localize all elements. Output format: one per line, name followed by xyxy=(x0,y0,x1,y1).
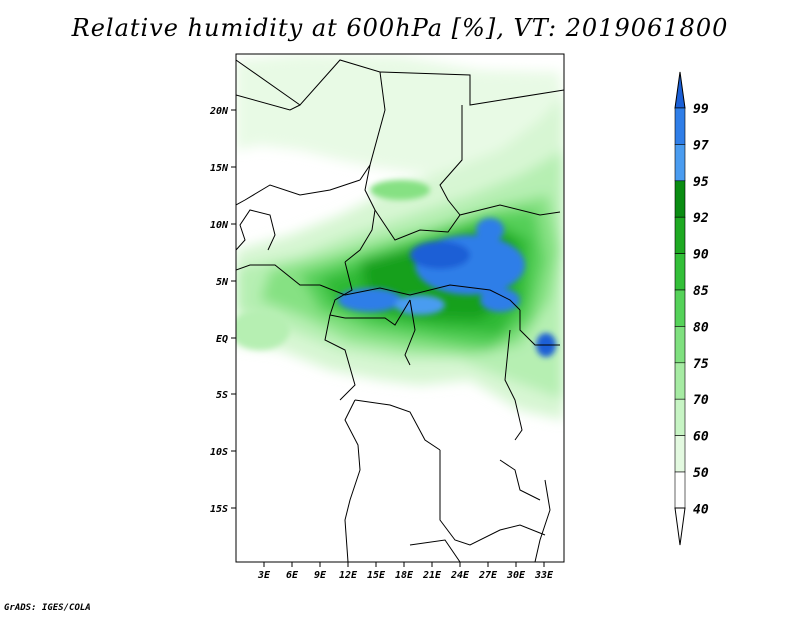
lon-label: 6E xyxy=(286,570,299,581)
colorbar-band xyxy=(674,398,686,436)
lon-label: 3E xyxy=(257,570,271,581)
colorbar-label: 40 xyxy=(693,502,709,517)
colorbar-label: 85 xyxy=(693,284,709,299)
lat-label: 5S xyxy=(216,390,228,401)
colorbar-band xyxy=(674,107,686,145)
lat-label: 10S xyxy=(210,447,228,458)
lon-label: 33E xyxy=(534,570,554,581)
colorbar-label: 70 xyxy=(693,393,709,408)
lon-label: 21E xyxy=(422,570,442,581)
colorbar-band xyxy=(674,435,686,473)
lon-label: 18E xyxy=(395,570,414,581)
colorbar-band xyxy=(674,144,686,182)
colorbar-label: 92 xyxy=(693,211,709,226)
grads-credit: GrADS: IGES/COLA xyxy=(4,603,91,613)
colorbar-band xyxy=(674,289,686,327)
lon-label: 30E xyxy=(506,570,526,581)
lat-label: 15N xyxy=(210,163,229,174)
colorbar-band xyxy=(674,471,686,509)
colorbar-label: 99 xyxy=(693,102,709,117)
colorbar-label: 97 xyxy=(693,138,709,153)
colorbar-band xyxy=(674,362,686,400)
lon-label: 9E xyxy=(314,570,327,581)
colorbar-label: 60 xyxy=(693,430,709,445)
colorbar-band xyxy=(674,180,686,218)
colorbar-band xyxy=(674,326,686,364)
lon-axis xyxy=(263,562,545,567)
lon-label: 24E xyxy=(450,570,470,581)
lat-axis xyxy=(231,109,236,509)
colorbar-label: 50 xyxy=(693,466,709,481)
colorbar-band xyxy=(674,216,686,254)
map-frame xyxy=(235,53,565,563)
colorbar-label: 90 xyxy=(693,248,709,263)
map-title: Relative humidity at 600hPa [%], VT: 201… xyxy=(71,14,729,42)
lon-label: 12E xyxy=(339,570,358,581)
colorbar-top-arrow xyxy=(674,71,686,109)
country-borders xyxy=(236,59,564,562)
humidity-field xyxy=(236,54,564,562)
lon-label: 27E xyxy=(478,570,498,581)
colorbar-label: 80 xyxy=(693,320,709,335)
colorbar-label: 95 xyxy=(693,175,709,190)
lat-label: 10N xyxy=(210,220,229,231)
lon-label: 15E xyxy=(367,570,386,581)
lat-label: 15S xyxy=(210,504,228,515)
colorbar-label: 75 xyxy=(693,357,709,372)
colorbar: 99 97 95 92 90 85 80 75 70 60 50 40 xyxy=(674,71,709,546)
lat-label: 5N xyxy=(216,277,229,288)
lat-label: 20N xyxy=(209,106,229,117)
colorbar-swatches xyxy=(674,107,686,509)
colorbar-band xyxy=(674,253,686,291)
colorbar-bottom-arrow xyxy=(674,507,686,546)
lat-label: EQ xyxy=(216,334,228,345)
